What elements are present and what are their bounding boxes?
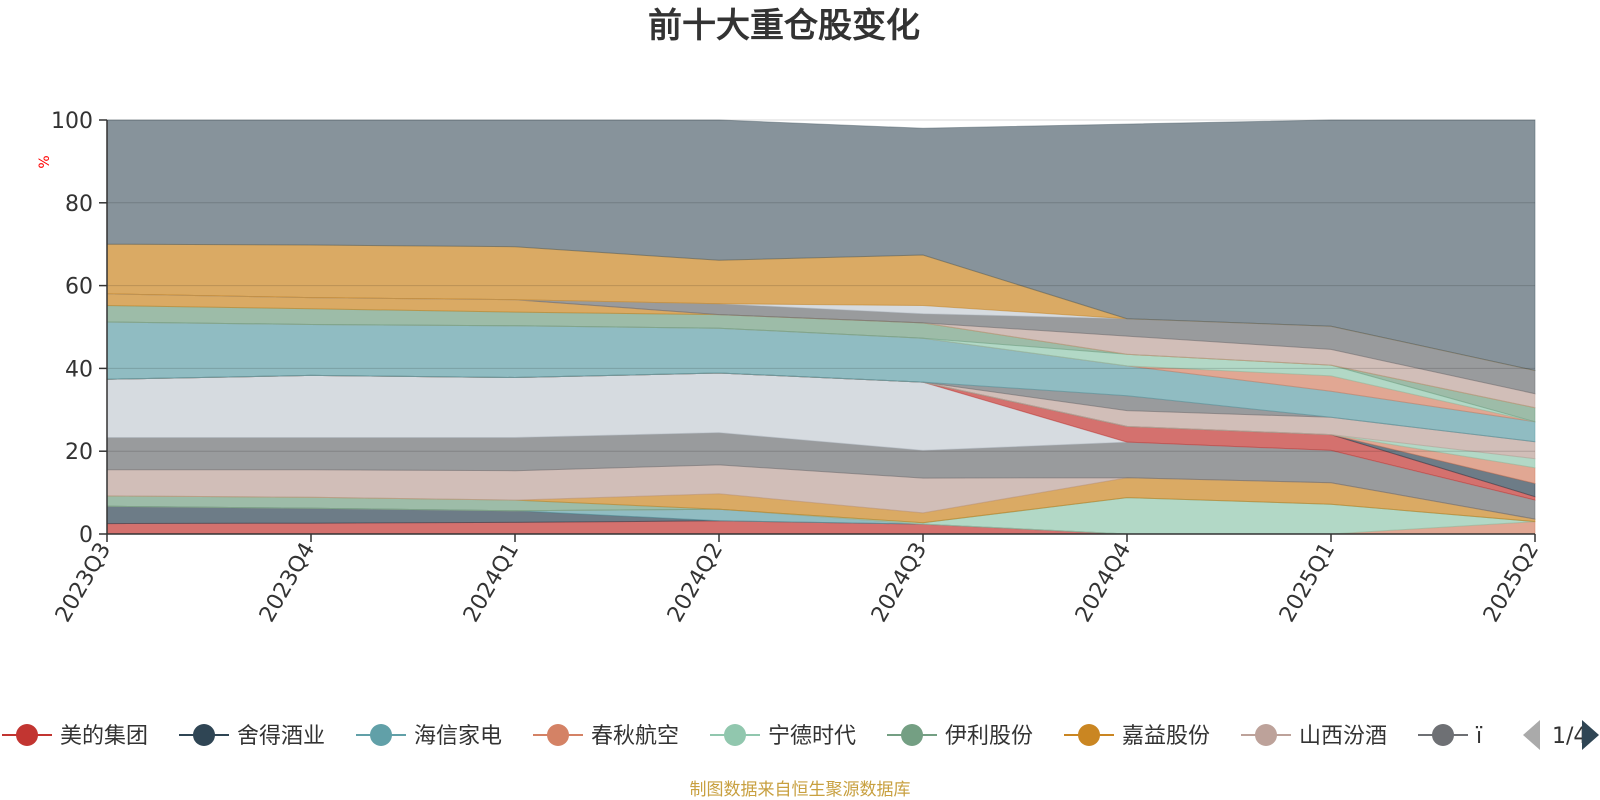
y-tick-label: 0 — [79, 523, 93, 548]
legend-label: 美的集团 — [60, 724, 148, 749]
x-tick-label: 2023Q3 — [51, 539, 116, 627]
legend-label: 宁德时代 — [768, 724, 856, 749]
x-tick-label: 2025Q1 — [1275, 539, 1340, 627]
chart-title: 前十大重仓股变化 — [648, 6, 920, 46]
legend-page-indicator: 1/4 — [1552, 724, 1587, 749]
triangle-left-icon[interactable] — [1523, 720, 1540, 750]
x-tick-label: 2025Q2 — [1479, 539, 1544, 627]
legend: 美的集团 舍得酒业 海信家电 春秋航空 宁德时代 伊利股份 嘉益股份 山西汾酒 ï 1/4 — [2, 720, 1599, 750]
y-axis-unit-label: % — [37, 155, 53, 168]
x-tick-label: 2024Q3 — [867, 539, 932, 627]
x-tick-label: 2023Q4 — [255, 539, 320, 627]
legend-item[interactable]: 舍得酒业 — [179, 724, 325, 749]
area-series-25 — [106, 119, 1536, 372]
legend-label: 山西汾酒 — [1299, 724, 1387, 749]
x-tick-label: 2024Q1 — [459, 539, 524, 627]
legend-label: 海信家电 — [414, 724, 502, 749]
y-tick-label: 40 — [65, 357, 93, 382]
x-tick-label: 2024Q2 — [663, 539, 728, 627]
y-tick-label: 80 — [65, 192, 93, 217]
legend-label: 舍得酒业 — [237, 724, 325, 749]
plot-area — [106, 119, 1536, 535]
x-tick-label: 2024Q4 — [1071, 539, 1136, 627]
legend-label: 嘉益股份 — [1122, 724, 1210, 749]
legend-item[interactable]: 嘉益股份 — [1064, 724, 1210, 749]
y-tick-label: 20 — [65, 440, 93, 465]
y-tick-label: 60 — [65, 275, 93, 300]
triangle-right-icon[interactable] — [1582, 720, 1599, 750]
legend-item[interactable]: 美的集团 — [2, 724, 148, 749]
legend-label: ï — [1475, 724, 1483, 749]
legend-label: 春秋航空 — [591, 724, 679, 749]
source-note: 制图数据来自恒生聚源数据库 — [690, 780, 911, 800]
legend-item[interactable]: 伊利股份 — [887, 724, 1033, 749]
legend-label: 伊利股份 — [945, 724, 1033, 749]
legend-item[interactable]: 海信家电 — [356, 724, 502, 749]
y-tick-label: 100 — [51, 109, 93, 134]
legend-item[interactable]: 宁德时代 — [710, 724, 856, 749]
legend-item[interactable]: ï — [1418, 724, 1483, 749]
legend-item[interactable]: 山西汾酒 — [1241, 724, 1387, 749]
legend-item[interactable]: 春秋航空 — [533, 724, 679, 749]
